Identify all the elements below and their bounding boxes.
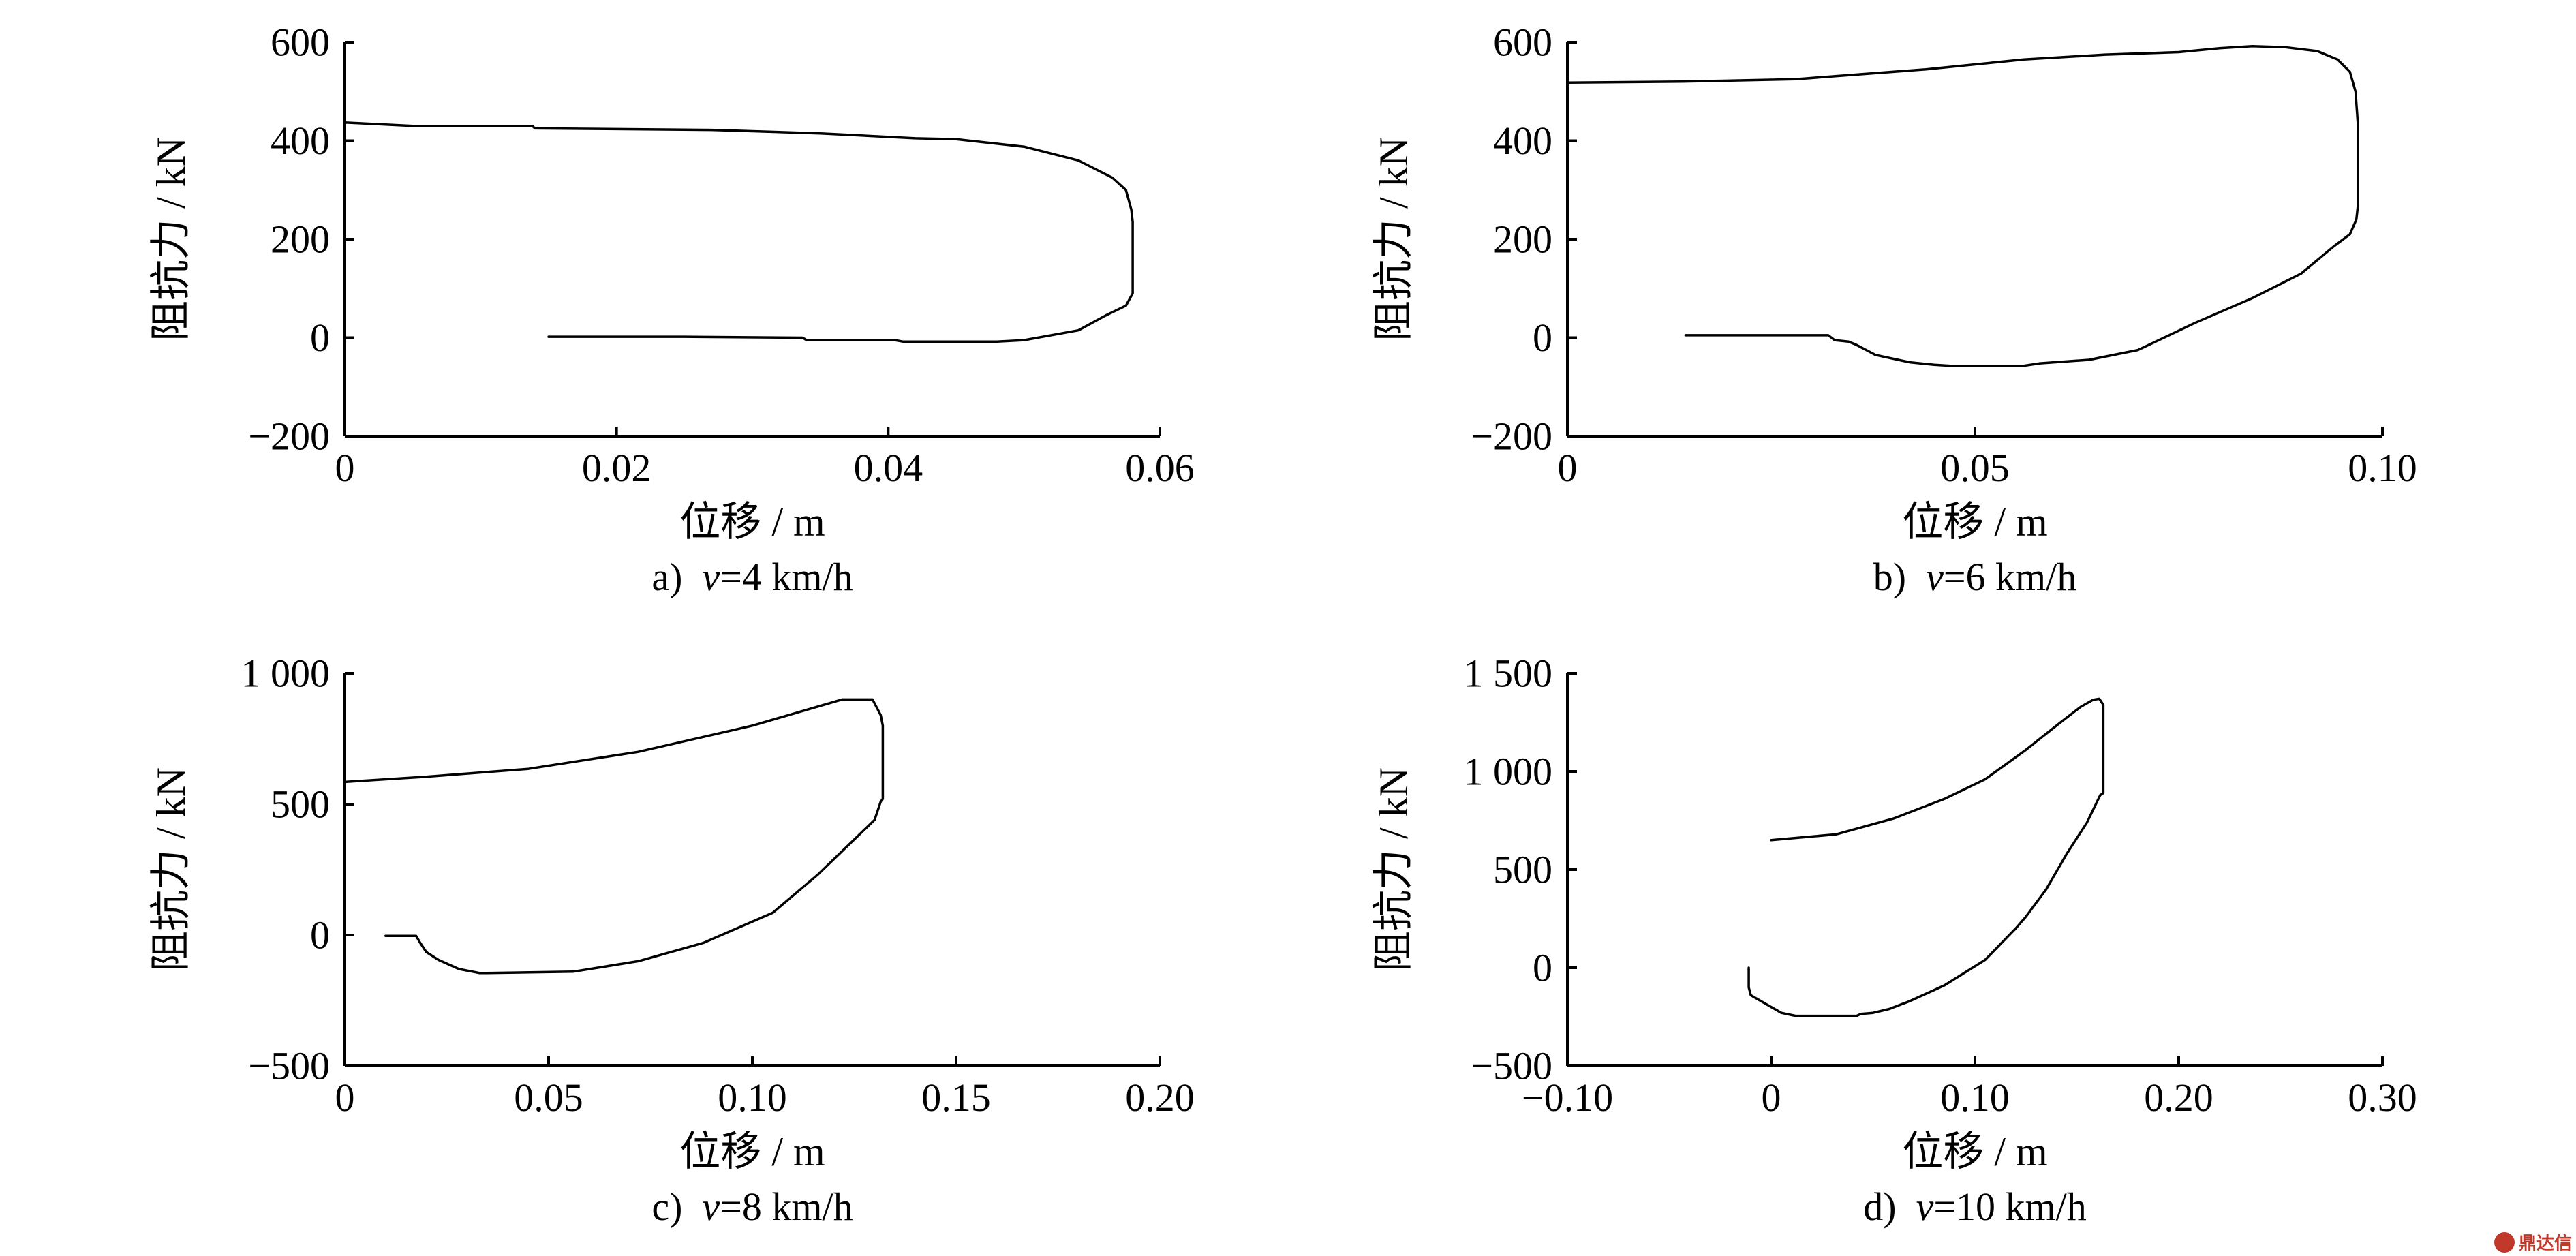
watermark-logo-icon [2494, 1231, 2515, 1253]
caption-value: =6 km/h [1944, 555, 2076, 599]
panel-caption: d) v=10 km/h [1863, 1184, 2087, 1229]
x-tick-label: 0.10 [1940, 1075, 2010, 1120]
y-tick-label: −200 [1471, 414, 1552, 459]
series-line [343, 698, 885, 975]
panel-label: c) [651, 1184, 702, 1229]
x-tick-label: 0.15 [921, 1075, 991, 1120]
x-tick-label: 0.05 [1940, 446, 2010, 490]
y-tick-label: 400 [271, 119, 330, 163]
x-tick-label: 0.10 [718, 1075, 787, 1120]
y-tick-label: 200 [271, 217, 330, 262]
y-tick-label: 400 [1493, 119, 1552, 163]
panel-caption: c) v=8 km/h [651, 1184, 853, 1229]
y-tick-label: 0 [1533, 316, 1552, 360]
x-tick-label: 0 [335, 446, 355, 490]
x-tick-label: 0.02 [582, 446, 651, 490]
caption-variable: v [1926, 555, 1944, 599]
caption-variable: v [1916, 1184, 1934, 1229]
caption-value: =10 km/h [1933, 1184, 2086, 1229]
caption-value: =8 km/h [720, 1184, 853, 1229]
series-line [1747, 697, 2105, 1017]
y-tick-label: 600 [271, 20, 330, 65]
y-tick-label: 1 500 [1464, 652, 1553, 696]
series-line [343, 121, 1134, 343]
y-axis-title: 阻抗力 / kN [1371, 767, 1416, 972]
x-tick-label: 0.20 [2144, 1075, 2213, 1120]
x-tick-label: 0 [1762, 1075, 1781, 1120]
series-line [1566, 45, 2359, 367]
y-tick-label: 1 000 [241, 652, 331, 696]
y-tick-label: 1 000 [1464, 750, 1553, 794]
x-tick-label: 0.04 [854, 446, 923, 490]
x-tick-label: 0 [335, 1075, 355, 1120]
x-tick-label: 0.05 [514, 1075, 583, 1120]
x-tick-label: 0.20 [1125, 1075, 1195, 1120]
y-tick-label: 500 [1493, 848, 1552, 892]
y-tick-label: −500 [248, 1044, 330, 1088]
y-tick-label: −500 [1471, 1044, 1552, 1088]
y-tick-label: 0 [310, 913, 330, 958]
y-tick-label: −200 [248, 414, 330, 459]
x-axis-title: 位移 / m [1902, 500, 2047, 545]
x-axis-title: 位移 / m [679, 1129, 825, 1174]
y-axis-title: 阻抗力 / kN [149, 767, 194, 972]
watermark-text: 鼎达信 [2518, 1234, 2572, 1254]
caption-value: =4 km/h [720, 555, 853, 599]
y-tick-label: 500 [271, 782, 330, 827]
x-tick-label: 0.06 [1125, 446, 1195, 490]
y-tick-label: 600 [1493, 20, 1552, 65]
x-tick-label: 0.30 [2348, 1075, 2417, 1120]
panel-caption: b) v=6 km/h [1873, 555, 2077, 599]
panel-label: b) [1873, 555, 1926, 599]
x-axis-title: 位移 / m [679, 500, 825, 545]
y-axis-title: 阻抗力 / kN [149, 137, 194, 341]
x-tick-label: 0.10 [2348, 446, 2417, 490]
y-tick-label: 200 [1493, 217, 1552, 262]
y-tick-label: 0 [310, 316, 330, 360]
caption-variable: v [702, 555, 720, 599]
panel-label: a) [651, 555, 702, 599]
y-axis-title: 阻抗力 / kN [1371, 137, 1416, 341]
panel-caption: a) v=4 km/h [651, 555, 853, 599]
panel-label: d) [1863, 1184, 1916, 1229]
caption-variable: v [702, 1184, 720, 1229]
watermark: 鼎达信 [2494, 1229, 2572, 1255]
y-tick-label: 0 [1533, 946, 1552, 990]
x-tick-label: 0 [1558, 446, 1578, 490]
x-axis-title: 位移 / m [1902, 1129, 2047, 1174]
x-tick-label: −0.10 [1522, 1075, 1613, 1120]
